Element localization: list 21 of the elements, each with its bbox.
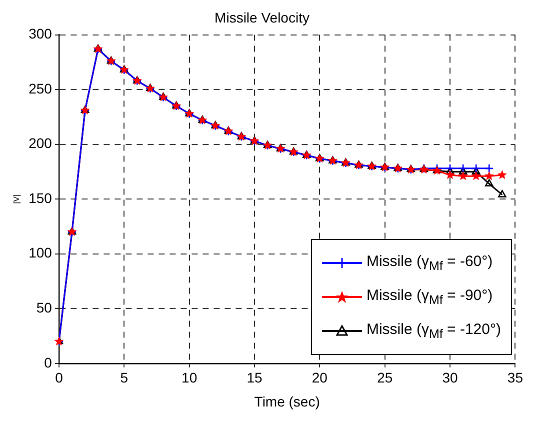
legend-label: Missile (γ$_{Mf}$ = -120°) — [366, 321, 501, 341]
y-tick-label: 250 — [28, 80, 52, 96]
x-tick-label: 30 — [442, 370, 458, 386]
y-axis-title: |V| — [12, 194, 22, 204]
x-tick-label: 15 — [246, 370, 262, 386]
x-tick-label: 5 — [120, 370, 128, 386]
y-tick-label: 50 — [36, 299, 52, 316]
x-tick-label: 0 — [55, 370, 64, 386]
y-tick-label: 150 — [28, 190, 52, 206]
legend-label: Missile (γ$_{Mf}$ = -90°) — [366, 287, 493, 307]
x-tick-label: 35 — [507, 370, 524, 386]
x-tick-label: 20 — [312, 370, 328, 386]
x-tick-label: 10 — [182, 370, 198, 386]
y-tick-label: 300 — [28, 26, 52, 42]
x-tick-label: 25 — [377, 370, 393, 386]
y-tick-label: 100 — [28, 244, 52, 261]
legend-label: Missile (γ$_{Mf}$ = -60°) — [366, 253, 493, 273]
y-tick-label: 0 — [44, 354, 52, 370]
y-tick-label: 200 — [28, 135, 52, 152]
chart-title: Missile Velocity — [214, 9, 310, 26]
x-axis-title: Time (sec) — [254, 393, 320, 410]
